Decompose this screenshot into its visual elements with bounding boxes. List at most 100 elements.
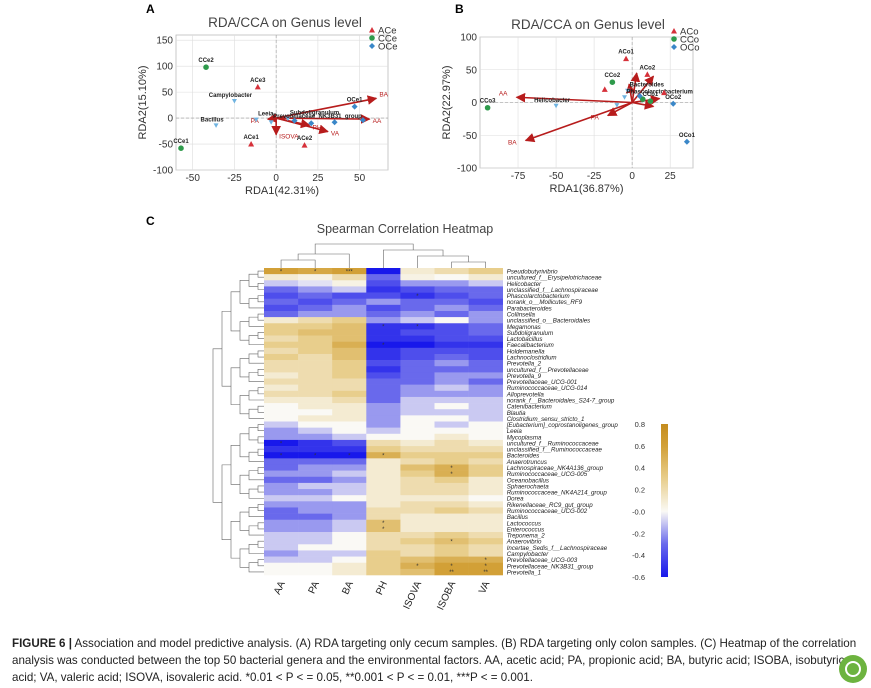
significance-mark: * xyxy=(382,521,385,527)
heatmap-cell xyxy=(298,489,333,496)
heatmap-cell xyxy=(366,335,401,342)
row-label: uncultured_f__Ruminococcaceae xyxy=(507,440,599,447)
heatmap-cell xyxy=(332,427,367,435)
heatmap-cell xyxy=(434,415,469,422)
heatmap-cell xyxy=(332,464,367,471)
heatmap-cell xyxy=(468,268,503,275)
heatmap-cell xyxy=(264,335,299,342)
heatmap-cell xyxy=(366,409,401,416)
heatmap-cell xyxy=(400,532,435,539)
column-label: PA xyxy=(307,579,322,595)
x-tick-label: 50 xyxy=(354,173,366,184)
heatmap-cell xyxy=(434,427,469,435)
row-label: Ruminococcaceae_UCG-002 xyxy=(507,508,588,515)
caption-text: Association and model predictive analysi… xyxy=(12,637,857,684)
heatmap-cell xyxy=(366,274,401,281)
heatmap-cell xyxy=(264,347,299,355)
heatmap-cell xyxy=(400,507,435,514)
heatmap-cell xyxy=(400,341,435,349)
row-label: Faecalibacterium xyxy=(507,342,554,349)
heatmap-cell xyxy=(332,421,367,428)
heatmap-cell xyxy=(332,353,367,361)
dendrogram-branch xyxy=(257,405,264,413)
heatmap-cell xyxy=(264,304,299,312)
heatmap-cell xyxy=(366,568,401,576)
heatmap-cell xyxy=(264,292,299,299)
species-marker xyxy=(622,95,628,100)
species-marker xyxy=(614,103,620,108)
heatmap-cell xyxy=(264,384,299,392)
row-label: Dorea xyxy=(507,496,524,503)
heatmap-cell xyxy=(264,403,299,410)
heatmap-cell xyxy=(264,464,299,471)
heatmap-cell xyxy=(264,550,299,557)
row-label: Collinsella xyxy=(507,312,536,319)
row-label: Lachnoclostridium xyxy=(507,355,557,362)
colorbar-tick-label: 0.2 xyxy=(635,486,645,495)
heatmap-cell xyxy=(468,298,503,306)
colorbar-tick-label: -0.4 xyxy=(632,551,645,560)
heatmap-cell xyxy=(298,525,333,533)
row-label: Subdoligranulum xyxy=(507,330,553,337)
dendrogram-branch xyxy=(230,367,240,405)
heatmap-cell xyxy=(468,409,503,416)
y-tick-label: 50 xyxy=(162,88,174,99)
heatmap-cell xyxy=(298,403,333,410)
heatmap-cell xyxy=(366,446,401,453)
heatmap-cell xyxy=(366,304,401,312)
dendrogram-branch xyxy=(230,291,240,332)
dendrogram-branch xyxy=(451,261,486,268)
column-label: ISOBA xyxy=(435,579,458,612)
heatmap-cell xyxy=(434,409,469,416)
heatmap-cell xyxy=(298,409,333,416)
rda-panel-a: RDA/CCA on Genus level -50 -25 0 25 50 -100 -50… xyxy=(137,15,398,197)
significance-mark: ** xyxy=(483,570,488,576)
heatmap-cell xyxy=(468,304,503,312)
sample-point xyxy=(661,89,668,96)
heatmap-cell xyxy=(264,280,299,287)
heatmap-cell xyxy=(468,550,503,557)
y-tick-label: -100 xyxy=(457,164,477,175)
heatmap-cell xyxy=(366,550,401,557)
dendrogram-branch xyxy=(239,279,249,304)
heatmap-cell xyxy=(366,464,401,471)
heatmap-cell xyxy=(332,525,367,533)
row-label: Phascolarctobacterium xyxy=(507,293,570,300)
heatmap-cell xyxy=(332,507,367,514)
env-vector-label: PH xyxy=(313,124,322,131)
sample-label: CCo1 xyxy=(643,92,659,98)
chart-title: Spearman Correlation Heatmap xyxy=(317,222,494,236)
heatmap-cell xyxy=(332,372,367,379)
heatmap-cell xyxy=(434,384,469,392)
sample-point xyxy=(484,104,491,111)
legend-label: OCo xyxy=(680,43,700,54)
dendrogram-branch xyxy=(248,316,264,327)
heatmap-cell xyxy=(264,476,299,484)
chart-title: RDA/CCA on Genus level xyxy=(511,17,665,32)
heatmap-cell xyxy=(366,384,401,392)
heatmap-cell xyxy=(366,286,401,293)
heatmap-cell xyxy=(400,292,435,299)
heatmap-cell xyxy=(264,378,299,385)
heatmap-cell xyxy=(332,323,367,330)
heatmap-cell xyxy=(264,482,299,490)
row-label: Bacteroides xyxy=(507,453,540,460)
sample-point xyxy=(308,120,315,127)
sample-point xyxy=(623,55,630,62)
heatmap-cell xyxy=(264,366,299,373)
dendrogram-branch xyxy=(239,548,249,568)
sample-point xyxy=(178,145,184,151)
heatmap-cell xyxy=(366,482,401,490)
heatmap-cell xyxy=(332,366,367,373)
heatmap-cell xyxy=(468,452,503,459)
row-label: Bacillus xyxy=(507,514,528,521)
heatmap-cell xyxy=(400,378,435,385)
heatmap-cell xyxy=(298,323,333,330)
heatmap-cell xyxy=(298,366,333,373)
heatmap-cell xyxy=(298,378,333,385)
row-label: Alloprevotella xyxy=(506,391,545,398)
heatmap-cell xyxy=(298,507,333,514)
heatmap-cell xyxy=(400,286,435,293)
heatmap-cell xyxy=(366,476,401,484)
heatmap-cell xyxy=(366,323,401,330)
